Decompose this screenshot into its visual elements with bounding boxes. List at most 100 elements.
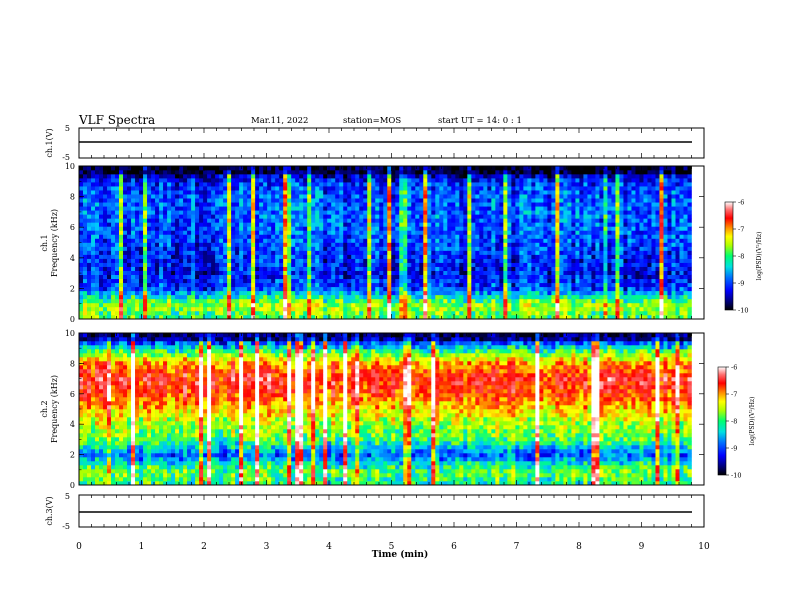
spectrogram-cell (87, 174, 92, 179)
spectrogram-cell (387, 270, 392, 276)
spectrogram-cell (427, 294, 432, 300)
spectrogram-cell (287, 222, 292, 227)
spectrogram-cell (343, 206, 348, 211)
spectrogram-cell (335, 206, 340, 211)
spectrogram-cell (427, 190, 432, 195)
spectrogram-cell (391, 306, 396, 312)
spectrogram-cell (111, 250, 116, 255)
spectrogram-cell (187, 278, 192, 284)
spectrogram-cell (167, 186, 172, 191)
spectrogram-cell (483, 302, 488, 308)
spectrogram-cell (503, 302, 508, 308)
spectrogram-cell (563, 194, 568, 199)
spectrogram-cell (203, 302, 208, 308)
spectrogram-cell (479, 182, 484, 187)
spectrogram-cell (351, 242, 356, 247)
spectrogram-cell (335, 270, 340, 276)
spectrogram-cell (107, 298, 112, 304)
spectrogram-cell (547, 274, 552, 280)
spectrogram-cell (111, 182, 116, 187)
spectrogram-cell (463, 218, 468, 223)
spectrogram-cell (443, 258, 448, 263)
spectrogram-cell (235, 170, 240, 175)
spectrogram-cell (379, 218, 384, 223)
spectrogram-cell (211, 314, 216, 320)
spectrogram-cell (443, 190, 448, 195)
spectrogram-cell (279, 214, 284, 219)
spectrogram-cell (207, 286, 212, 292)
spectrogram-cell (171, 290, 176, 296)
spectrogram-cell (359, 238, 364, 243)
spectrogram-cell (307, 210, 312, 215)
spectrogram-cell (311, 270, 316, 276)
spectrogram-cell (455, 266, 460, 271)
spectrogram-cell (447, 246, 452, 251)
spectrogram-cell (219, 166, 224, 171)
spectrogram-cell (511, 278, 516, 284)
spectrogram-cell (155, 246, 160, 251)
spectrogram-cell (527, 250, 532, 255)
spectrogram-cell (143, 206, 148, 211)
spectrogram-cell (319, 182, 324, 187)
spectrogram-cell (527, 314, 532, 320)
spectrogram-cell (363, 178, 368, 183)
spectrogram-cell (547, 262, 552, 267)
spectrogram-cell (151, 166, 156, 171)
spectrogram-cell (275, 290, 280, 296)
spectrogram-cell (519, 294, 524, 300)
spectrogram-cell (87, 170, 92, 175)
spectrogram-cell (451, 254, 456, 259)
spectrogram-cell (435, 302, 440, 308)
spectrogram-cell (319, 266, 324, 271)
spectrogram-cell (535, 234, 540, 239)
spectrogram-cell (115, 278, 120, 284)
spectrogram-cell (135, 166, 140, 171)
spectrogram-cell (587, 286, 592, 292)
spectrogram-cell (155, 210, 160, 215)
spectrogram-cell (307, 230, 312, 235)
spectrogram-cell (195, 182, 200, 187)
spectrogram-cell (199, 210, 204, 215)
spectrogram-cell (227, 266, 232, 271)
spectrogram-cell (195, 274, 200, 280)
spectrogram-cell (295, 258, 300, 263)
spectrogram-cell (475, 222, 480, 227)
spectrogram-cell (339, 190, 344, 195)
spectrogram-cell (319, 314, 324, 320)
spectrogram-cell (123, 194, 128, 199)
spectrogram-cell (487, 202, 492, 207)
spectrogram-cell (563, 174, 568, 179)
spectrogram-cell (379, 286, 384, 292)
spectrogram-cell (127, 254, 132, 259)
spectrogram-cell (587, 314, 592, 320)
spectrogram-cell (523, 190, 528, 195)
spectrogram-cell (387, 218, 392, 223)
spectrogram-cell (295, 302, 300, 308)
spectrogram-cell (411, 290, 416, 296)
spectrogram-cell (455, 202, 460, 207)
spectrogram-cell (99, 182, 104, 187)
spectrogram-cell (159, 178, 164, 183)
spectrogram-cell (475, 306, 480, 312)
spectrogram-cell (227, 222, 232, 227)
spectrogram-cell (267, 206, 272, 211)
spectrogram-cell (231, 210, 236, 215)
spectrogram-cell (111, 298, 116, 304)
spectrogram-cell (307, 190, 312, 195)
spectrogram-cell (371, 234, 376, 239)
spectrogram-cell (191, 298, 196, 304)
spectrogram-cell (263, 214, 268, 219)
spectrogram-cell (103, 298, 108, 304)
spectrogram-cell (311, 266, 316, 271)
spectrogram-cell (523, 266, 528, 271)
spectrogram-cell (431, 206, 436, 211)
spectrogram-cell (367, 234, 372, 239)
spectrogram-cell (527, 258, 532, 263)
spectrogram-cell (187, 302, 192, 308)
spectrogram-cell (87, 230, 92, 235)
spectrogram-cell (335, 266, 340, 271)
spectrogram-cell (239, 262, 244, 267)
spectrogram-cell (199, 170, 204, 175)
spectrogram-cell (479, 314, 484, 320)
spectrogram-cell (571, 202, 576, 207)
